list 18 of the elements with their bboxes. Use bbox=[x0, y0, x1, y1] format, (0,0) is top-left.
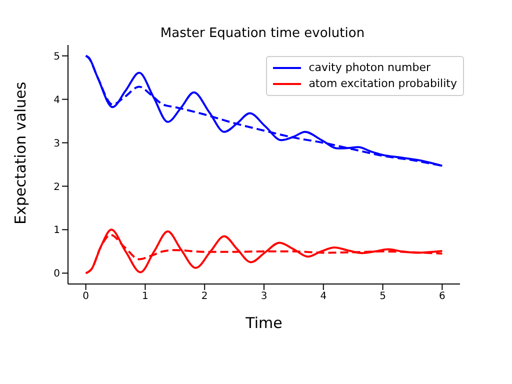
x-tick-label: 4 bbox=[320, 291, 327, 302]
legend-label: cavity photon number bbox=[308, 60, 430, 76]
x-tick-label: 1 bbox=[142, 291, 148, 302]
x-tick-label: 2 bbox=[201, 291, 208, 302]
y-tick-label: 0 bbox=[54, 268, 60, 280]
chart-title: Master Equation time evolution bbox=[159, 26, 366, 41]
x-tick-label: 0 bbox=[82, 291, 90, 302]
y-tick-label: 2 bbox=[54, 182, 60, 193]
y-tick-label: 5 bbox=[54, 51, 60, 62]
x-tick-label: 6 bbox=[438, 291, 446, 302]
legend-label: atom excitation probability bbox=[308, 76, 457, 92]
x-axis-title: Time bbox=[244, 314, 282, 332]
y-axis-title: Expectation values bbox=[11, 82, 30, 224]
y-tick-label: 3 bbox=[54, 138, 60, 150]
y-tick-label: 4 bbox=[54, 94, 60, 106]
y-tick-label: 1 bbox=[54, 225, 60, 236]
x-tick-label: 3 bbox=[260, 291, 268, 302]
x-tick-label: 5 bbox=[380, 291, 386, 302]
